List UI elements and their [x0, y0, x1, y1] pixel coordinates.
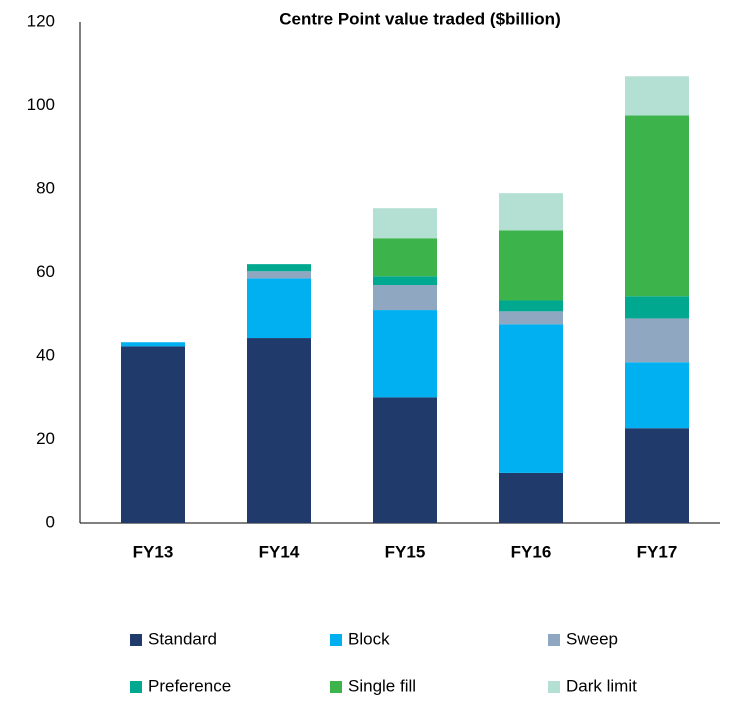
x-tick-label: FY14 [259, 542, 300, 561]
bar-segment [373, 276, 437, 286]
bar-segment [499, 324, 563, 473]
legend-swatch [548, 681, 560, 693]
bar-segment [625, 318, 689, 363]
bar-segment [499, 311, 563, 325]
y-tick-label: 60 [36, 262, 55, 281]
bar-segment [247, 271, 311, 279]
bar-segment [499, 230, 563, 301]
bar-segment [499, 300, 563, 312]
bar-segment [373, 238, 437, 277]
legend-swatch [130, 634, 142, 646]
legend-swatch [548, 634, 560, 646]
y-tick-label: 0 [46, 512, 55, 531]
bar-segment [247, 264, 311, 272]
legend-label: Dark limit [566, 676, 637, 695]
y-tick-label: 80 [36, 178, 55, 197]
bar-segment [373, 208, 437, 239]
bar-segment [625, 115, 689, 297]
bar-segment [625, 362, 689, 429]
y-tick-label: 40 [36, 345, 55, 364]
bar-segment [625, 76, 689, 116]
y-tick-label: 100 [27, 95, 55, 114]
x-tick-label: FY13 [133, 542, 174, 561]
legend-label: Standard [148, 629, 217, 648]
bar-segment [247, 338, 311, 523]
bar-segment [121, 342, 185, 347]
x-tick-label: FY17 [637, 542, 678, 561]
legend-label: Sweep [566, 629, 618, 648]
bar-segment [373, 285, 437, 311]
bar-segment [625, 296, 689, 319]
bar-segment [247, 278, 311, 339]
x-tick-label: FY15 [385, 542, 426, 561]
chart-title: Centre Point value traded ($billion) [279, 9, 560, 28]
y-tick-label: 120 [27, 11, 55, 30]
legend-label: Block [348, 629, 390, 648]
bar-segment [373, 397, 437, 523]
bar-segment [499, 193, 563, 231]
bar-segment [499, 472, 563, 523]
legend-label: Single fill [348, 676, 416, 695]
legend-swatch [330, 681, 342, 693]
x-tick-label: FY16 [511, 542, 552, 561]
bar-segment [373, 310, 437, 398]
y-tick-label: 20 [36, 429, 55, 448]
bar-segment [625, 428, 689, 523]
legend-swatch [130, 681, 142, 693]
bar-segment [121, 346, 185, 523]
legend-label: Preference [148, 676, 231, 695]
legend-swatch [330, 634, 342, 646]
